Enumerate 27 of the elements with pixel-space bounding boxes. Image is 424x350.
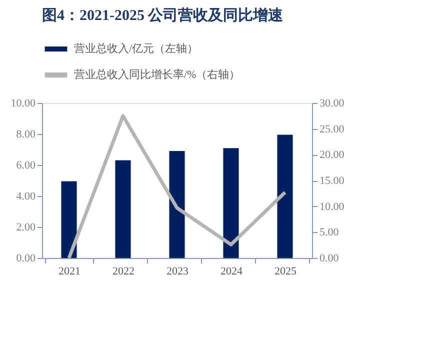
y-tick-label: 4.00: [16, 190, 36, 202]
x-tick-label: 2025: [274, 266, 297, 278]
x-tick-label: 2021: [58, 266, 80, 278]
y-tick-label: 2.00: [16, 222, 36, 234]
y-tick-label: 8.00: [16, 128, 36, 140]
line-series: [67, 114, 287, 260]
x-tick-label: 2022: [112, 266, 134, 278]
chart-title: 图4：2021-2025 公司营收及同比增速: [42, 7, 284, 24]
bar: [115, 160, 131, 258]
y-tick-label: 6.00: [16, 160, 36, 172]
bar: [277, 134, 293, 258]
y2-tick-label: 15.00: [320, 175, 345, 187]
x-tick-label: 2024: [220, 266, 243, 278]
y2-tick-label: 25.00: [320, 123, 345, 136]
y2-tick-label: 30.00: [320, 98, 345, 110]
bar: [61, 181, 77, 258]
y2-tick-label: 10.00: [320, 200, 345, 213]
legend-label: 营业总收入/亿元（左轴）: [74, 42, 198, 55]
y2-tick-label: 5.00: [320, 226, 340, 239]
x-tick-label: 2023: [166, 266, 189, 278]
y2-tick-label: 20.00: [320, 149, 345, 162]
y-tick-label: 0.00: [16, 252, 36, 264]
legend-label: 营业总收入同比增长率/%（右轴）: [74, 68, 240, 81]
bar: [223, 148, 239, 258]
bar: [169, 151, 185, 258]
y2-tick-label: 0.00: [320, 252, 340, 264]
y-tick-label: 10.00: [10, 98, 36, 110]
